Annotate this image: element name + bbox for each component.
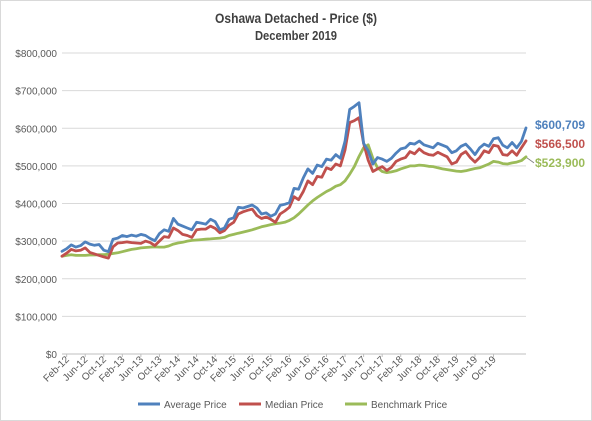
series-line-median-price: [60, 116, 528, 260]
y-tick-label: $500,000: [15, 162, 57, 173]
legend: Average Price Median Price Benchmark Price: [138, 400, 448, 411]
chart-title: Oshawa Detached - Price ($): [215, 10, 377, 26]
end-label-average-price: $600,709: [535, 118, 585, 132]
y-tick-label: $400,000: [15, 200, 57, 211]
y-tick-label: $700,000: [15, 87, 57, 98]
legend-label: Median Price: [265, 400, 324, 411]
series-lines: [60, 101, 528, 260]
chart-subtitle: December 2019: [254, 28, 338, 43]
series-line-benchmark-price: [60, 143, 528, 258]
gridlines: [62, 52, 526, 355]
series-line-average-price: [60, 101, 528, 254]
end-label-leader: [526, 157, 535, 164]
end-label-median-price: $566,500: [535, 137, 585, 151]
end-value-labels: $600,709 $566,500 $523,900: [526, 118, 585, 170]
legend-label: Benchmark Price: [371, 400, 448, 411]
y-tick-label: $100,000: [15, 312, 57, 323]
y-tick-label: $200,000: [15, 275, 57, 286]
legend-label: Average Price: [164, 400, 227, 411]
y-tick-label: $800,000: [15, 49, 57, 60]
end-label-benchmark-price: $523,900: [535, 156, 585, 170]
y-axis: $0 $100,000 $200,000 $300,000 $400,000 $500,0…: [15, 49, 57, 361]
y-tick-label: $600,000: [15, 124, 57, 135]
y-tick-label: $0: [46, 350, 58, 361]
y-tick-label: $300,000: [15, 237, 57, 248]
x-axis: Feb-12Jun-12Oct-12Feb-13Jun-13Oct-13Feb-…: [42, 354, 499, 385]
